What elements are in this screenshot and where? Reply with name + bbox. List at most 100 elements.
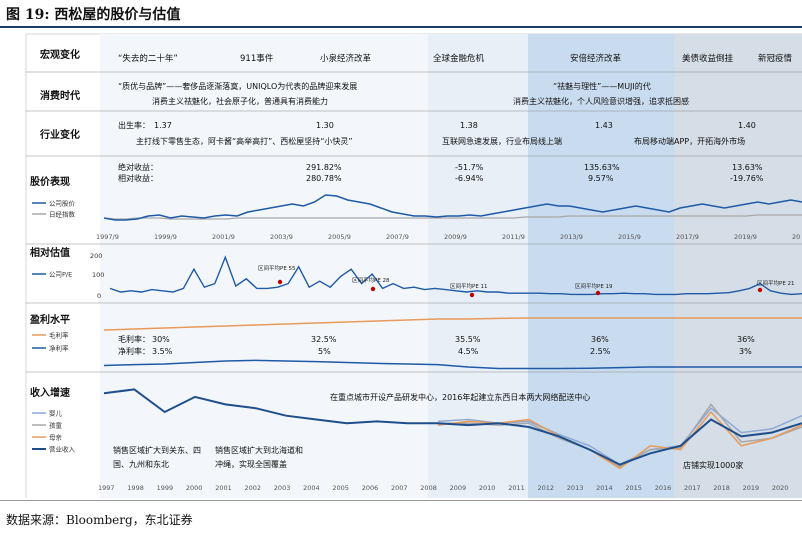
net-value: 4.5% (458, 347, 479, 356)
svg-text:销售区域扩大到北海道和: 销售区域扩大到北海道和 (215, 445, 303, 455)
year-tick-label: 2000 (186, 484, 203, 492)
series-line-company (103, 194, 802, 221)
year-tick-label: 2004 (303, 484, 320, 492)
legend-gross-margin: 毛利率 (49, 331, 69, 340)
net-label: 净利率： (118, 346, 150, 356)
pe-chart (109, 255, 802, 296)
period-band-recent (674, 34, 802, 498)
row-separators (26, 71, 802, 373)
row-label-stock: 股价表现 (30, 175, 70, 188)
bottom-rule (0, 500, 802, 501)
legend-company-price: 公司股价 (49, 200, 76, 208)
x-tick-label: 2001/9 (212, 233, 235, 241)
year-tick-label: 2012 (538, 484, 555, 492)
year-tick-label: 2002 (245, 484, 262, 492)
abs-return: 13.63% (732, 163, 763, 172)
rel-return: 9.57% (588, 174, 614, 183)
pe-average-label: 区间平均PE 55 (258, 264, 296, 272)
row-label-industry: 行业变化 (39, 128, 80, 141)
legend-pe: 公司P/E (49, 271, 72, 279)
pe-marker (370, 286, 376, 292)
net-value: 2.5% (590, 347, 611, 356)
pe-marker (757, 287, 763, 293)
year-tick-label: 2008 (420, 484, 437, 492)
revenue-chart (103, 388, 802, 470)
series-line-net-margin (103, 359, 802, 370)
macro-event: 911事件 (240, 53, 274, 64)
year-tick-label: 2006 (362, 484, 379, 492)
gross-value: 36% (737, 335, 755, 344)
year-tick-label: 2010 (479, 484, 496, 492)
revenue-note: 店铺实现1000家 (683, 460, 743, 470)
year-tick-label: 2015 (625, 484, 642, 492)
rel-return: -6.94% (455, 174, 484, 183)
year-tick-label: 1999 (157, 484, 174, 492)
industry-text: 布局移动端APP，开拓海外市场 (634, 136, 745, 146)
net-value: 3.5% (152, 347, 173, 356)
legend-mother: 母亲 (49, 433, 63, 442)
year-tick-label: 2005 (332, 484, 349, 492)
pe-marker (595, 290, 601, 296)
series-line-nikkei (103, 214, 802, 220)
birth-rate-value: 1.30 (316, 121, 334, 130)
macro-event: 新冠疫情 (758, 53, 793, 64)
net-value: 5% (318, 347, 331, 356)
x-tick-label: 2007/9 (386, 233, 409, 241)
abs-return-label: 绝对收益： (118, 162, 158, 172)
pe-average-label: 区间平均PE 21 (757, 279, 795, 287)
pe-marker (277, 279, 283, 285)
pe-y-tick: 100 (92, 271, 104, 279)
gross-value: 35.5% (455, 335, 481, 344)
x-tick-label: 2005/9 (328, 233, 351, 241)
year-tick-label: 1997 (98, 484, 115, 492)
birth-rate-value: 1.43 (595, 121, 613, 130)
pe-average-label: 区间平均PE 11 (450, 282, 488, 290)
year-tick-label: 2001 (215, 484, 232, 492)
figure-title: 图 19: 西松屋的股价与估值 (6, 7, 181, 23)
row-label-consumption: 消费时代 (40, 89, 80, 102)
legend-revenue: 营业收入 (49, 445, 76, 454)
x-tick-label: 2017/9 (676, 233, 699, 241)
year-tick-label: 2003 (274, 484, 291, 492)
legend-nikkei: 日经指数 (49, 210, 76, 219)
macro-event: 全球金融危机 (433, 53, 485, 64)
year-tick-label: 2013 (567, 484, 584, 492)
rel-return: -19.76% (730, 174, 764, 183)
birth-rate-value: 1.40 (738, 121, 756, 130)
revenue-note-region-2: 销售区域扩大到北海道和 冲绳，实现全国覆盖 (215, 445, 303, 469)
pe-y-tick: 200 (90, 252, 102, 260)
birth-rate-value: 1.37 (154, 121, 172, 130)
gross-value: 36% (591, 335, 609, 344)
row-label-revenue: 收入增速 (30, 386, 70, 399)
consumption-text: 消费主义祛魅化，个人风险意识增强，追求抵困感 (513, 96, 689, 106)
series-line-revenue (103, 388, 802, 466)
pe-average-label: 区间平均PE 19 (575, 282, 613, 290)
source-note: 数据来源：Bloomberg，东北证券 (6, 513, 193, 527)
year-tick-label: 2020 (772, 484, 789, 492)
pe-y-tick: 0 (97, 292, 101, 300)
stock-chart (103, 194, 802, 221)
top-rule (0, 26, 802, 28)
year-tick-label: 2011 (508, 484, 525, 492)
x-tick-label: 2013/9 (560, 233, 583, 241)
birth-rate-label: 出生率： (118, 120, 150, 130)
abs-return: 291.82% (306, 163, 342, 172)
revenue-note-region-1: 销售区域扩大到关东、四 国、九州和东北 (113, 445, 201, 469)
rel-return: 280.78% (306, 174, 342, 183)
period-band-abe (528, 34, 674, 498)
revenue-note: 在重点城市开设产品研发中心，2016年起建立东西日本两大网络配送中心 (330, 392, 590, 402)
year-tick-label: 2014 (596, 484, 613, 492)
macro-event: 安倍经济改革 (570, 53, 622, 64)
year-tick-label: 2017 (684, 484, 701, 492)
macro-event: “失去的二十年” (118, 53, 178, 64)
birth-rate-value: 1.38 (460, 121, 478, 130)
x-tick-label: 1997/9 (96, 233, 119, 241)
profit-chart (103, 317, 802, 370)
row-label-profit: 盈利水平 (29, 313, 70, 326)
year-tick-label: 1998 (127, 484, 144, 492)
stock-x-ticks: 1997/9 1999/9 2001/9 2003/9 2005/9 2007/9 2009… (96, 233, 800, 241)
year-tick-label: 2009 (450, 484, 467, 492)
gross-value: 32.5% (311, 335, 337, 344)
x-tick-label: 2009/9 (444, 233, 467, 241)
year-tick-label: 2007 (391, 484, 408, 492)
